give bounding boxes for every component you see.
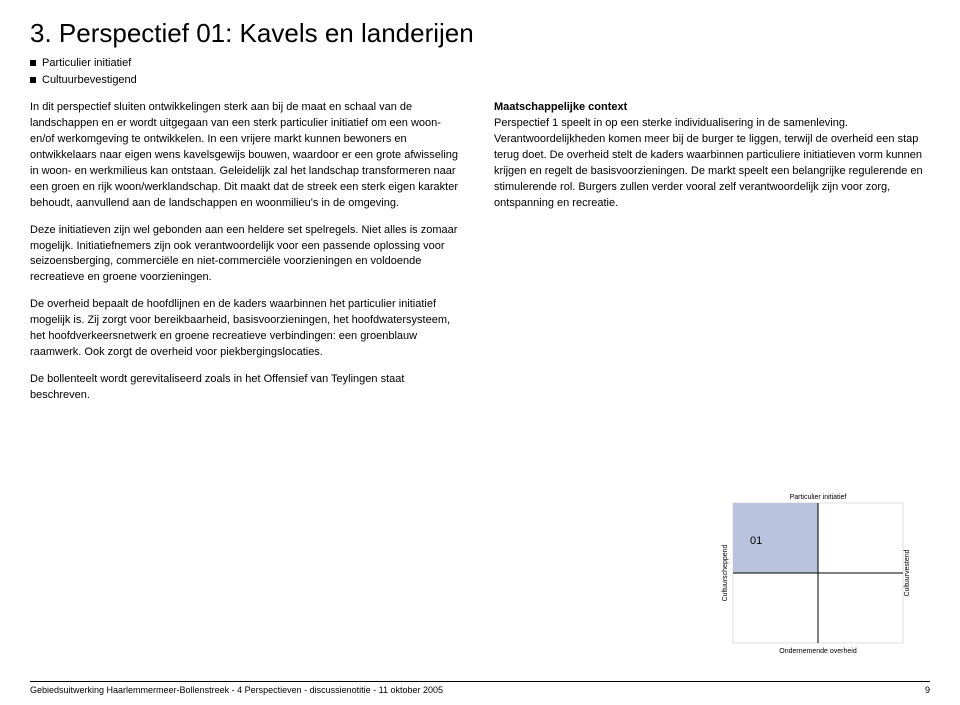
quadrant-label: 01 [750,535,762,547]
body-paragraph: Maatschappelijke context Perspectief 1 s… [494,100,930,212]
bullet-item: Cultuurbevestigend [30,72,930,89]
body-paragraph: De bollenteelt wordt gerevitaliseerd zoa… [30,372,466,404]
right-column: Maatschappelijke context Perspectief 1 s… [494,100,930,415]
page-number: 9 [925,685,930,695]
paragraph-body: Perspectief 1 speelt in op een sterke in… [494,117,923,209]
quadrant-01 [733,503,818,573]
bullet-text: Particulier initiatief [42,55,131,72]
footer-text: Gebiedsuitwerking Haarlemmermeer-Bollens… [30,685,443,695]
paragraph-heading: Maatschappelijke context [494,101,627,113]
body-paragraph: De overheid bepaalt de hoofdlijnen en de… [30,297,466,361]
bullet-text: Cultuurbevestigend [42,72,137,89]
left-column: In dit perspectief sluiten ontwikkelinge… [30,100,466,415]
square-bullet-icon [30,60,36,66]
axis-label-bottom: Ondernemende overheid [779,648,857,655]
quadrant-diagram: 01 Particulier initiatief Ondernemende o… [705,489,930,669]
axis-label-right: Cultuurvestend [904,549,911,596]
axis-label-top: Particulier initiatief [790,494,847,501]
body-paragraph: Deze initiatieven zijn wel gebonden aan … [30,223,466,287]
body-paragraph: In dit perspectief sluiten ontwikkelinge… [30,100,466,212]
bullet-item: Particulier initiatief [30,55,930,72]
two-column-layout: In dit perspectief sluiten ontwikkelinge… [30,100,930,415]
bullet-list: Particulier initiatief Cultuurbevestigen… [30,55,930,88]
axis-label-left: Cultuurscheppend [722,544,729,601]
page-title: 3. Perspectief 01: Kavels en landerijen [30,18,930,49]
square-bullet-icon [30,77,36,83]
page-footer: Gebiedsuitwerking Haarlemmermeer-Bollens… [30,681,930,695]
